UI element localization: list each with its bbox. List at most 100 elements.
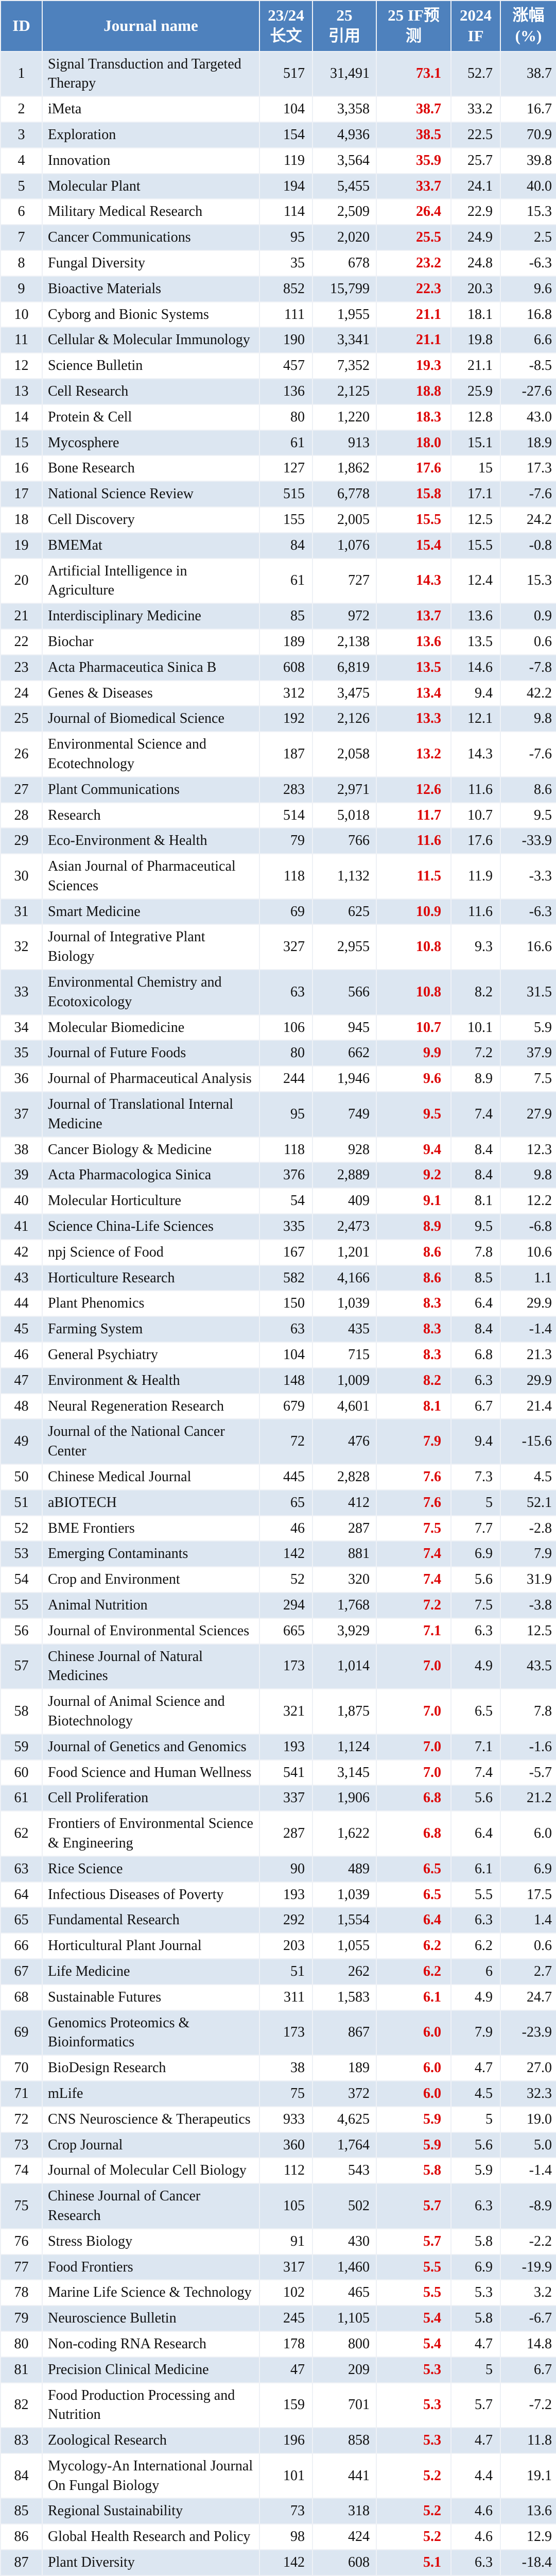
journal-name: Exploration (42, 121, 260, 148)
if-2024: 11.6 (450, 776, 501, 803)
longform-count-23-24: 63 (259, 969, 313, 1015)
longform-count-23-24: 111 (259, 301, 313, 328)
journal-name: General Psychiatry (42, 1342, 260, 1368)
table-row: 64 Infectious Diseases of Poverty 193 1,039… (0, 1881, 556, 1908)
table-row: 52 BME Frontiers 46 287 7.5 7.7 -2.8 (0, 1515, 556, 1542)
citations-25: 1,201 (312, 1239, 377, 1266)
citations-25: 1,906 (312, 1785, 377, 1812)
longform-count-23-24: 106 (259, 1014, 313, 1041)
journal-name: iMeta (42, 96, 260, 123)
if-prediction-25: 18.0 (376, 429, 451, 456)
if-prediction-25: 6.2 (376, 1958, 451, 1985)
table-row: 37 Journal of Translational Internal Medi… (0, 1091, 556, 1138)
if-prediction-25: 7.0 (376, 1733, 451, 1760)
longform-count-23-24: 517 (259, 50, 313, 97)
if-2024: 4.5 (450, 2080, 501, 2107)
change-percent: 9.6 (500, 275, 556, 302)
citations-25: 566 (312, 969, 377, 1015)
row-id: 47 (0, 1367, 43, 1394)
change-percent: 42.2 (500, 680, 556, 707)
table-row: 19 BMEMat 84 1,076 15.4 15.5 -0.8 (0, 532, 556, 559)
row-id: 20 (0, 557, 43, 604)
row-id: 66 (0, 1933, 43, 1959)
change-percent: 29.9 (500, 1290, 556, 1317)
if-prediction-25: 7.1 (376, 1617, 451, 1645)
change-percent: 7.8 (500, 1688, 556, 1735)
change-percent: -3.8 (500, 1592, 556, 1619)
if-prediction-25: 7.0 (376, 1759, 451, 1786)
change-percent: -3.3 (500, 853, 556, 900)
table-row: 67 Life Medicine 51 262 6.2 6 2.7 (0, 1958, 556, 1985)
change-percent: 12.3 (500, 1136, 556, 1163)
if-prediction-25: 17.6 (376, 455, 451, 482)
table-row: 82 Food Production Processing and Nutriti… (0, 2382, 556, 2429)
change-percent: -6.3 (500, 249, 556, 277)
citations-25: 502 (312, 2183, 377, 2229)
longform-count-23-24: 155 (259, 506, 313, 533)
longform-count-23-24: 173 (259, 2009, 313, 2056)
longform-count-23-24: 178 (259, 2330, 313, 2358)
table-row: 18 Cell Discovery 155 2,005 15.5 12.5 24.2 (0, 506, 556, 533)
change-percent: -2.2 (500, 2228, 556, 2255)
journal-name: Farming System (42, 1316, 260, 1343)
if-prediction-25: 8.6 (376, 1239, 451, 1266)
journal-name: Horticultural Plant Journal (42, 1933, 260, 1959)
if-2024: 8.4 (450, 1136, 501, 1163)
change-percent: 32.3 (500, 2080, 556, 2107)
if-prediction-25: 6.0 (376, 2009, 451, 2056)
row-id: 87 (0, 2549, 43, 2576)
journal-name: Journal of Integrative Plant Biology (42, 924, 260, 971)
change-percent: 2.5 (500, 224, 556, 251)
change-percent: 29.9 (500, 1367, 556, 1394)
journal-name: Environmental Science and Ecotechnology (42, 731, 260, 777)
table-row: 62 Frontiers of Environmental Science & E… (0, 1810, 556, 1857)
longform-count-23-24: 148 (259, 1367, 313, 1394)
citations-25: 3,145 (312, 1759, 377, 1786)
longform-count-23-24: 80 (259, 403, 313, 431)
row-id: 74 (0, 2157, 43, 2184)
if-2024: 4.9 (450, 1643, 501, 1690)
table-row: 46 General Psychiatry 104 715 8.3 6.8 21.3 (0, 1342, 556, 1368)
if-2024: 6.3 (450, 2183, 501, 2229)
row-id: 73 (0, 2131, 43, 2159)
row-id: 48 (0, 1393, 43, 1420)
row-id: 15 (0, 429, 43, 456)
longform-count-23-24: 118 (259, 853, 313, 900)
table-row: 83 Zoological Research 196 858 5.3 4.7 11.8 (0, 2427, 556, 2454)
citations-25: 3,341 (312, 327, 377, 354)
longform-count-23-24: 933 (259, 2106, 313, 2133)
if-2024: 5.3 (450, 2279, 501, 2307)
if-2024: 8.4 (450, 1316, 501, 1343)
if-2024: 22.9 (450, 198, 501, 226)
journal-name: Food Production Processing and Nutrition (42, 2382, 260, 2429)
if-2024: 7.7 (450, 1515, 501, 1542)
row-id: 16 (0, 455, 43, 482)
table-row: 72 CNS Neuroscience & Therapeutics 933 4,62… (0, 2106, 556, 2133)
change-percent: 5.0 (500, 2131, 556, 2159)
if-prediction-25: 5.9 (376, 2131, 451, 2159)
row-id: 58 (0, 1688, 43, 1735)
change-percent: 9.8 (500, 705, 556, 733)
citations-25: 543 (312, 2157, 377, 2184)
change-percent: -7.6 (500, 731, 556, 777)
col-header-if-2024: 2024 IF (450, 0, 501, 52)
longform-count-23-24: 327 (259, 924, 313, 971)
citations-25: 3,929 (312, 1617, 377, 1645)
citations-25: 2,889 (312, 1162, 377, 1189)
change-percent: 37.9 (500, 1040, 556, 1067)
longform-count-23-24: 104 (259, 96, 313, 123)
row-id: 71 (0, 2080, 43, 2107)
col-header-journal-name: Journal name (42, 0, 260, 52)
change-percent: 12.2 (500, 1188, 556, 1215)
if-prediction-25: 5.4 (376, 2305, 451, 2332)
citations-25: 287 (312, 1515, 377, 1542)
if-prediction-25: 5.3 (376, 2382, 451, 2429)
longform-count-23-24: 51 (259, 1958, 313, 1985)
citations-25: 2,473 (312, 1213, 377, 1240)
change-percent: 6.6 (500, 327, 556, 354)
row-id: 72 (0, 2106, 43, 2133)
change-percent: 31.9 (500, 1566, 556, 1593)
if-prediction-25: 5.3 (376, 2427, 451, 2454)
table-row: 58 Journal of Animal Science and Biotechn… (0, 1688, 556, 1735)
citations-25: 1,039 (312, 1881, 377, 1908)
